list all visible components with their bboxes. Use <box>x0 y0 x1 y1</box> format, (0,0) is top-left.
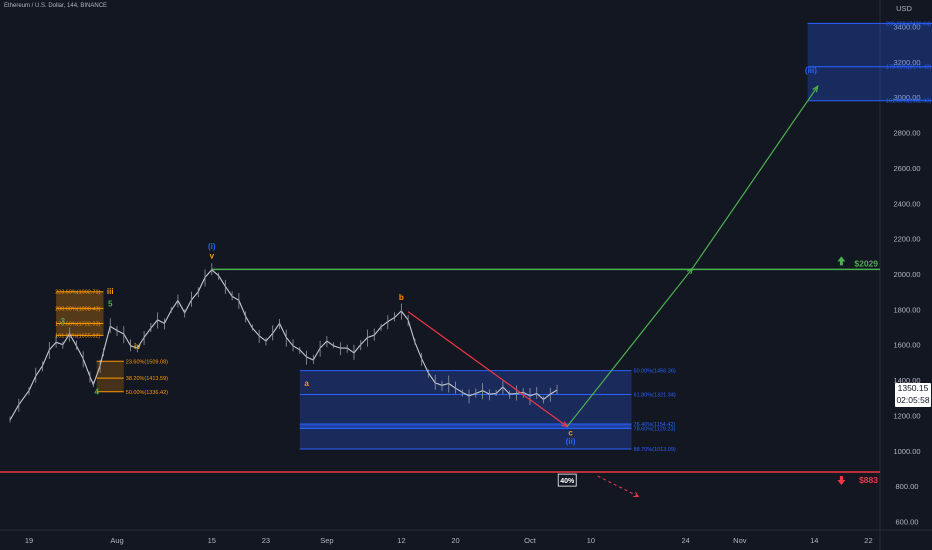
y-tick-label: 2200.00 <box>893 235 920 244</box>
scenario-dashed-arrow <box>597 475 639 497</box>
fib-lower-level-label: 88.70%(1013.09) <box>634 447 676 453</box>
x-tick-label: 15 <box>208 536 216 545</box>
projection-line <box>691 85 819 269</box>
fib-retr-small-level-label: 50.00%(1336.42) <box>126 390 168 396</box>
fib-lower-level-label: 78.60%(1129.23) <box>634 426 676 432</box>
projection-arrowhead <box>812 84 819 93</box>
y-tick-label: 1200.00 <box>893 411 920 420</box>
fib-ext-small-zone <box>56 291 104 336</box>
y-tick-label: 3200.00 <box>893 58 920 67</box>
fib-retr-small-level-label: 23.60%(1509.08) <box>126 359 168 365</box>
y-tick-label: 2800.00 <box>893 129 920 138</box>
up-arrow-icon <box>837 256 846 266</box>
wave-label: (ii) <box>566 437 576 446</box>
y-tick-label: 600.00 <box>896 518 919 527</box>
current-price: 1350.15 <box>897 383 929 393</box>
fib-lower-level-label: 76.40%(1154.42) <box>634 422 676 428</box>
wave-label: c <box>568 428 573 437</box>
x-tick-label: 12 <box>397 536 405 545</box>
price-level-label: $883 <box>859 475 878 485</box>
y-axis-unit-label: USD <box>896 4 912 13</box>
down-arrow-icon <box>837 475 846 485</box>
fib-ext-small-level-label: 200.00%(1808.43) <box>55 306 100 312</box>
wave-label: iv <box>134 342 141 351</box>
x-tick-label: 23 <box>262 536 270 545</box>
x-tick-label: 20 <box>451 536 459 545</box>
x-tick-label: Sep <box>320 536 333 545</box>
fib-upper-level-label: 200.00%(3420.64) <box>886 21 931 27</box>
fib-ext-small-level-label: 178.60%(1722.93) <box>55 321 100 327</box>
projection-line <box>407 311 568 428</box>
fib-retr-small-zone <box>96 361 124 392</box>
fib-ext-small-level-label: 161.80%(1655.82) <box>55 333 100 339</box>
y-tick-label: 1000.00 <box>893 447 920 456</box>
current-price-label: 1350.15 02:05:58 <box>895 383 931 407</box>
x-tick-label: 10 <box>587 536 595 545</box>
y-tick-label: 3400.00 <box>893 23 920 32</box>
fib-lower-zone <box>299 370 632 449</box>
wave-label: 3 <box>61 317 66 326</box>
wave-label: a <box>304 379 309 388</box>
symbol-title: Ethereum / U.S. Dollar, 144, BINANCE <box>4 3 108 9</box>
wave-label: (iii) <box>805 66 817 75</box>
wave-label: iii <box>107 287 114 296</box>
fib-upper-zone <box>807 23 932 101</box>
price-series-line <box>9 269 558 421</box>
y-tick-label: 2000.00 <box>893 270 920 279</box>
fib-upper-level-label: 161.80%(2982.90) <box>886 99 931 105</box>
wave-label: 4 <box>94 388 99 397</box>
y-tick-label: 800.00 <box>896 482 919 491</box>
wave-label: (i) <box>208 242 216 251</box>
fib-ext-small-level-label: 223.60%(1902.71) <box>55 290 100 296</box>
x-tick-label: Aug <box>110 536 123 545</box>
probability-badge-text: 40% <box>560 478 575 485</box>
projection-line <box>566 267 693 427</box>
y-tick-label: 2600.00 <box>893 164 920 173</box>
candle-countdown: 02:05:58 <box>896 394 930 405</box>
y-tick-label: 1800.00 <box>893 305 920 314</box>
fib-retr-small-level-label: 38.20%(1413.59) <box>126 376 168 382</box>
x-tick-label: 19 <box>25 536 33 545</box>
y-tick-label: 1600.00 <box>893 341 920 350</box>
x-tick-label: Oct <box>524 536 537 545</box>
probability-badge <box>557 473 577 487</box>
x-tick-label: 14 <box>810 536 818 545</box>
wave-label: b <box>399 293 404 302</box>
x-tick-label: Nov <box>733 536 747 545</box>
wave-label: v <box>210 252 215 261</box>
y-tick-label: 3000.00 <box>893 93 920 102</box>
fib-upper-level-label: 178.60%(3175.42) <box>886 65 931 71</box>
y-tick-label: 1400.00 <box>893 376 920 385</box>
fib-lower-level-label: 50.00%(1456.36) <box>634 369 676 375</box>
price-level-label: $2029 <box>854 258 878 268</box>
fib-lower-level-label: 61.80%(1321.34) <box>634 392 676 398</box>
wave-label: 5 <box>108 299 113 308</box>
scenario-dashed-arrowhead <box>633 491 640 498</box>
y-tick-label: 2400.00 <box>893 199 920 208</box>
x-tick-label: 22 <box>864 536 872 545</box>
x-tick-label: 24 <box>682 536 690 545</box>
fib-lower-golden-band <box>299 423 632 429</box>
